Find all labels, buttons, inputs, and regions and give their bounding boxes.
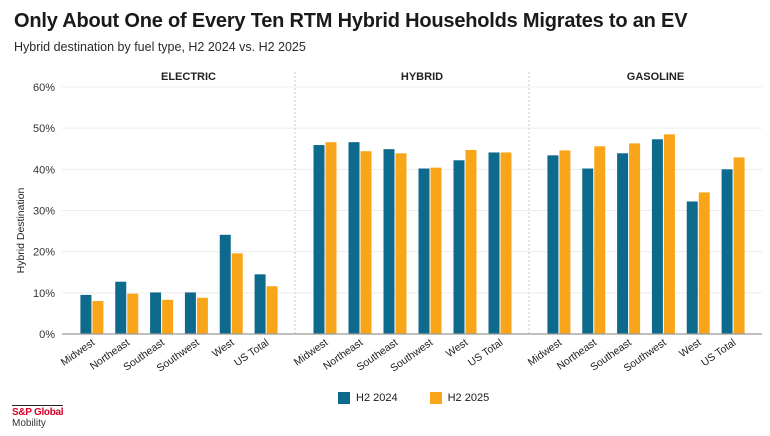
bar-gasoline-midwest-h2-2024 xyxy=(547,155,559,334)
bar-electric-southeast-h2-2025 xyxy=(162,299,174,334)
bar-hybrid-southeast-h2-2025 xyxy=(395,153,407,334)
x-tick-label: US Total xyxy=(466,337,505,369)
bar-gasoline-northeast-h2-2024 xyxy=(582,168,594,334)
y-tick-label: 20% xyxy=(33,247,55,259)
bar-gasoline-southwest-h2-2025 xyxy=(663,134,675,334)
bar-hybrid-southeast-h2-2024 xyxy=(383,149,395,334)
bar-gasoline-us-total-h2-2025 xyxy=(733,157,745,334)
y-tick-label: 50% xyxy=(33,123,55,135)
legend-swatch-h2-2024 xyxy=(338,392,350,404)
bar-electric-northeast-h2-2024 xyxy=(115,281,127,334)
bar-hybrid-southwest-h2-2024 xyxy=(418,168,430,334)
bar-electric-west-h2-2024 xyxy=(219,234,231,334)
bar-hybrid-midwest-h2-2025 xyxy=(325,142,337,334)
bar-electric-southeast-h2-2024 xyxy=(150,292,162,334)
panel-title-electric: ELECTRIC xyxy=(161,71,216,83)
logo-sp-global: S&P Global xyxy=(12,405,64,418)
chart-subtitle: Hybrid destination by fuel type, H2 2024… xyxy=(14,40,306,54)
bar-electric-southwest-h2-2025 xyxy=(196,297,208,334)
panel-title-gasoline: GASOLINE xyxy=(627,71,684,83)
bar-gasoline-northeast-h2-2025 xyxy=(594,146,606,334)
x-tick-label: West xyxy=(210,337,236,360)
bar-electric-us-total-h2-2024 xyxy=(254,274,266,334)
bar-gasoline-southeast-h2-2025 xyxy=(629,143,641,334)
legend-item-h2-2024: H2 2024 xyxy=(338,392,398,404)
bar-electric-midwest-h2-2024 xyxy=(80,294,92,334)
legend: H2 2024 H2 2025 xyxy=(338,392,489,404)
bar-gasoline-midwest-h2-2025 xyxy=(559,150,571,334)
bar-gasoline-southwest-h2-2024 xyxy=(651,139,663,334)
bar-hybrid-northeast-h2-2024 xyxy=(348,142,360,334)
bar-gasoline-west-h2-2024 xyxy=(686,201,698,334)
y-tick-label: 40% xyxy=(33,164,55,176)
y-tick-label: 60% xyxy=(33,82,55,94)
bar-hybrid-west-h2-2025 xyxy=(465,149,477,334)
x-tick-label: US Total xyxy=(699,337,738,369)
bar-electric-southwest-h2-2024 xyxy=(184,292,196,334)
bar-electric-midwest-h2-2025 xyxy=(92,301,104,334)
bar-electric-west-h2-2025 xyxy=(231,253,243,334)
bar-hybrid-us-total-h2-2024 xyxy=(488,152,500,334)
y-axis-label: Hybrid Destination xyxy=(15,187,27,273)
legend-swatch-h2-2025 xyxy=(429,392,442,404)
bar-hybrid-midwest-h2-2024 xyxy=(313,145,325,334)
bar-gasoline-west-h2-2025 xyxy=(698,192,710,334)
legend-item-h2-2025: H2 2025 xyxy=(429,392,490,404)
bar-hybrid-southwest-h2-2025 xyxy=(430,167,442,334)
y-tick-label: 10% xyxy=(33,288,55,300)
brand-logo: S&P Global Mobility xyxy=(12,405,64,429)
bar-electric-northeast-h2-2025 xyxy=(127,293,139,334)
bar-gasoline-southeast-h2-2024 xyxy=(617,153,629,334)
legend-label-h2-2024: H2 2024 xyxy=(356,392,398,404)
chart-title: Only About One of Every Ten RTM Hybrid H… xyxy=(14,10,688,32)
bar-hybrid-us-total-h2-2025 xyxy=(500,152,512,334)
x-tick-label: West xyxy=(677,337,703,360)
bar-hybrid-northeast-h2-2025 xyxy=(360,151,372,334)
y-tick-label: 0% xyxy=(39,329,55,341)
x-tick-label: West xyxy=(444,337,470,360)
bar-electric-us-total-h2-2025 xyxy=(266,286,278,334)
legend-label-h2-2025: H2 2025 xyxy=(447,392,490,404)
x-tick-label: US Total xyxy=(232,337,271,369)
bar-hybrid-west-h2-2024 xyxy=(453,160,465,334)
bar-gasoline-us-total-h2-2024 xyxy=(721,169,733,334)
y-tick-label: 30% xyxy=(33,206,55,218)
panel-title-hybrid: HYBRID xyxy=(401,71,443,83)
logo-mobility: Mobility xyxy=(12,418,46,429)
